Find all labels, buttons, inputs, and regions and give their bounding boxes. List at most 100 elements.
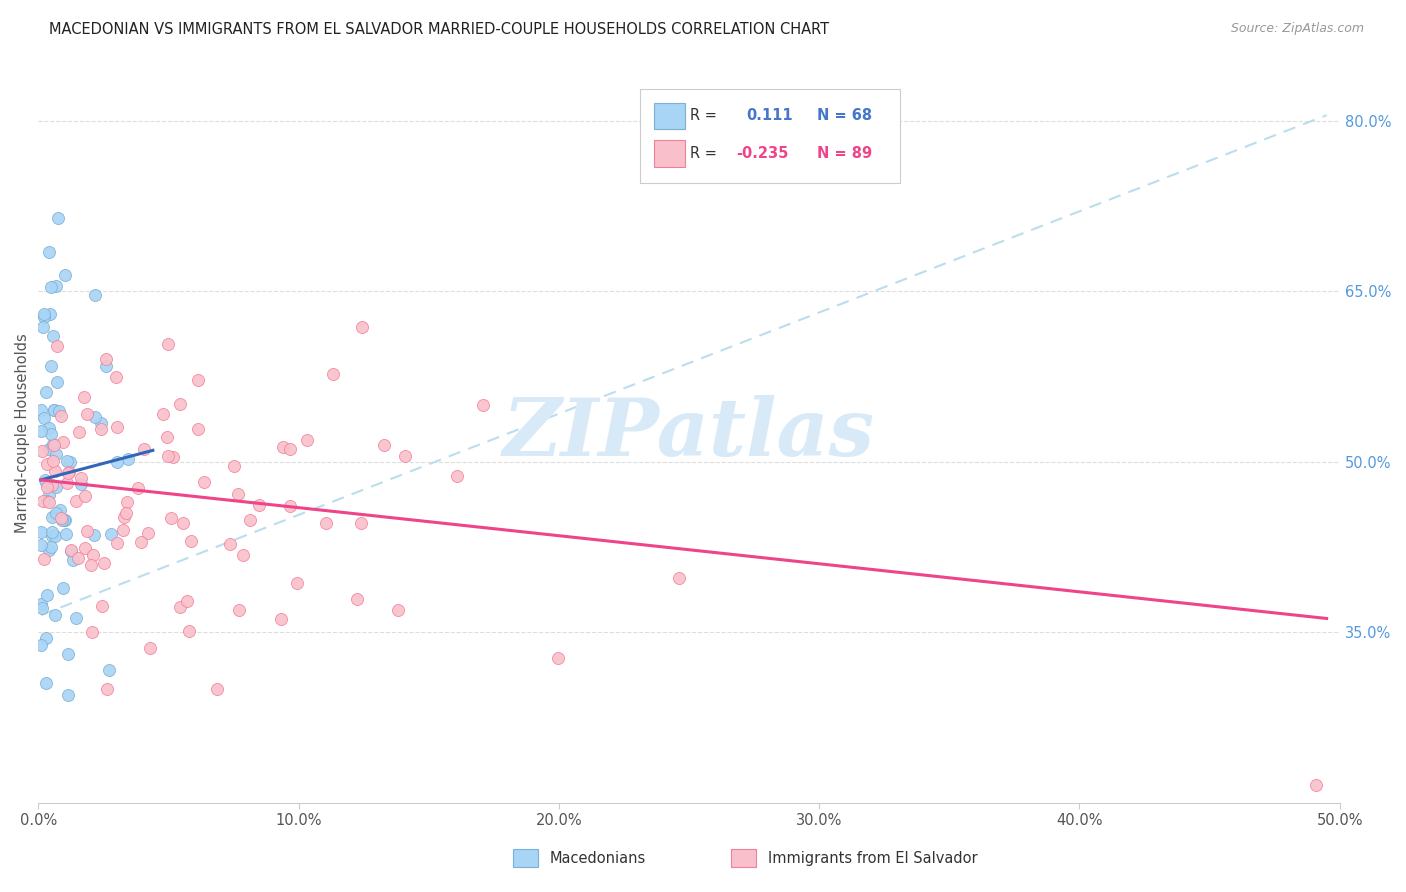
Point — [35, 676, 58, 690]
Point — [31, 600, 53, 615]
Point — [115, 495, 138, 509]
Point — [547, 651, 569, 665]
Point — [127, 481, 149, 495]
Point — [45, 447, 67, 461]
Point — [41, 478, 63, 492]
Point — [205, 681, 228, 696]
Point — [668, 571, 690, 585]
Point — [46, 211, 69, 226]
Point — [30, 424, 52, 438]
Point — [96, 681, 118, 696]
Point — [45, 339, 67, 353]
Point — [70, 476, 93, 491]
Point — [44, 464, 66, 478]
Point — [271, 440, 294, 454]
Point — [226, 487, 249, 501]
Point — [49, 409, 72, 423]
Point — [132, 442, 155, 457]
Point — [30, 538, 52, 552]
Point — [295, 433, 318, 447]
Point — [112, 509, 135, 524]
Point — [44, 438, 66, 452]
Point — [193, 475, 215, 490]
Point — [104, 370, 127, 384]
Point — [169, 600, 191, 615]
Point — [44, 529, 66, 543]
Point — [157, 449, 180, 463]
Point — [91, 599, 114, 614]
Point — [346, 591, 368, 606]
Point — [83, 409, 105, 424]
Point — [76, 524, 98, 539]
Point — [76, 407, 98, 421]
Point — [67, 425, 90, 439]
Y-axis label: Married-couple Households: Married-couple Households — [15, 334, 30, 533]
Point — [73, 489, 96, 503]
Point — [35, 384, 58, 399]
Text: Macedonians: Macedonians — [550, 851, 645, 865]
Point — [32, 307, 55, 321]
Point — [41, 524, 63, 539]
Point — [472, 398, 495, 412]
Point — [35, 475, 58, 489]
Point — [42, 329, 65, 343]
Point — [39, 280, 62, 294]
Point — [30, 524, 52, 539]
Point — [38, 495, 60, 509]
Point — [96, 359, 118, 374]
Point — [42, 437, 65, 451]
Point — [46, 375, 69, 389]
Point — [136, 526, 159, 541]
Point — [82, 549, 104, 563]
Point — [90, 416, 112, 430]
Point — [446, 469, 468, 483]
Point — [111, 523, 134, 537]
Point — [41, 528, 63, 542]
Point — [56, 466, 79, 480]
Point — [34, 631, 56, 645]
Point — [38, 307, 60, 321]
Point — [139, 640, 162, 655]
Point — [65, 493, 87, 508]
Point — [152, 407, 174, 421]
Text: 0.111: 0.111 — [747, 108, 793, 122]
Point — [280, 499, 302, 513]
Point — [45, 506, 67, 520]
Point — [59, 544, 82, 558]
Point — [59, 455, 82, 469]
Point — [31, 443, 53, 458]
Point — [60, 543, 83, 558]
Point — [49, 503, 72, 517]
Point — [350, 319, 373, 334]
Point — [39, 427, 62, 442]
Point — [131, 534, 153, 549]
Point — [44, 608, 66, 623]
Point — [278, 442, 301, 457]
Point — [73, 390, 96, 404]
Point — [56, 475, 79, 490]
Point — [66, 550, 89, 565]
Point — [42, 403, 65, 417]
Point — [53, 268, 76, 283]
Point — [187, 373, 209, 387]
Point — [162, 450, 184, 464]
Point — [187, 422, 209, 436]
Point — [96, 352, 118, 367]
Text: R =: R = — [690, 108, 717, 122]
Point — [30, 403, 52, 417]
Point — [218, 537, 240, 551]
Point — [44, 403, 66, 417]
Point — [105, 420, 128, 434]
Point — [58, 688, 80, 702]
Point — [38, 442, 60, 456]
Point — [55, 527, 77, 541]
Point — [38, 421, 60, 435]
Point — [228, 603, 250, 617]
Point — [83, 528, 105, 542]
Point — [73, 541, 96, 556]
Point — [53, 513, 76, 527]
Point — [169, 396, 191, 410]
Point — [51, 513, 73, 527]
Point — [62, 552, 84, 566]
Point — [45, 480, 67, 494]
